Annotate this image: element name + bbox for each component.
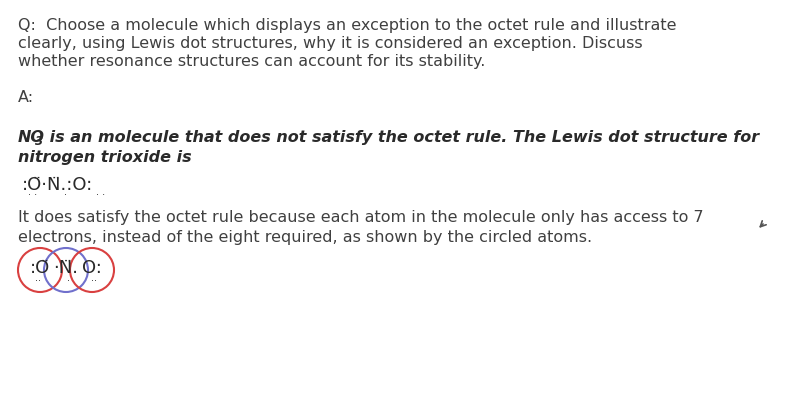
Text: clearly, using Lewis dot structures, why it is considered an exception. Discuss: clearly, using Lewis dot structures, why… — [18, 36, 642, 51]
Text: 3: 3 — [35, 135, 43, 148]
Text: It does satisfy the octet rule because each atom in the molecule only has access: It does satisfy the octet rule because e… — [18, 210, 703, 225]
Text: ·N̈.: ·N̈. — [54, 259, 78, 277]
Text: ··: ·· — [91, 276, 97, 286]
Text: A:: A: — [18, 90, 34, 105]
Text: :Ö·N̈.:O:: :Ö·N̈.:O: — [22, 176, 93, 194]
Text: electrons, instead of the eight required, as shown by the circled atoms.: electrons, instead of the eight required… — [18, 230, 592, 245]
Text: · ·: · · — [96, 190, 105, 200]
Text: ·: · — [64, 190, 67, 200]
Text: NO: NO — [18, 130, 45, 145]
Text: ··: ·· — [35, 276, 41, 286]
Text: is an molecule that does not satisfy the octet rule. The Lewis dot structure for: is an molecule that does not satisfy the… — [44, 130, 759, 145]
Text: Q:  Choose a molecule which displays an exception to the octet rule and illustra: Q: Choose a molecule which displays an e… — [18, 18, 676, 33]
Text: O:: O: — [82, 259, 102, 277]
Text: · ·: · · — [28, 190, 37, 200]
Text: :Ö: :Ö — [30, 259, 50, 277]
Text: whether resonance structures can account for its stability.: whether resonance structures can account… — [18, 54, 485, 69]
Text: ·: · — [67, 276, 70, 286]
Text: nitrogen trioxide is: nitrogen trioxide is — [18, 150, 192, 165]
